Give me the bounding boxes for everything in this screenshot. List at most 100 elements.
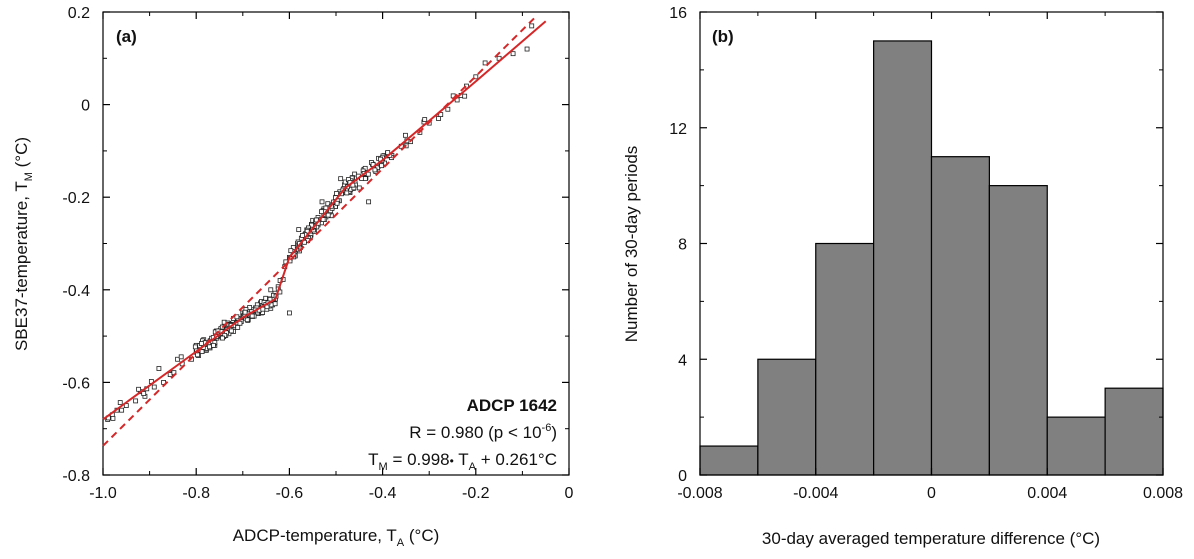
histogram-bar <box>815 242 875 476</box>
panel-a-label: (a) <box>116 27 137 46</box>
scatter-point <box>436 116 441 121</box>
eq-mid: = 0.998 <box>388 450 450 469</box>
scatter-point <box>462 93 468 99</box>
scatter-point <box>199 341 204 346</box>
x-tick-label: -0.8 <box>182 485 210 502</box>
scatter-point <box>344 190 350 196</box>
panel-a-x-ticks: -1.0 -0.8 -0.6 -0.4 -0.2 0 <box>89 12 574 502</box>
scatter-point <box>290 245 296 250</box>
panel-a-x-axis-label-unit: (°C) <box>404 526 439 545</box>
panel-a-scatter-plot: -1.0 -0.8 -0.6 -0.4 -0.2 0 -0.8-0.6-0.4-0.200… <box>12 5 574 549</box>
scatter-point <box>445 106 451 112</box>
panel-a-x-axis-label-sub: A <box>397 537 405 549</box>
scatter-point <box>379 163 384 169</box>
x-tick-label: -0.004 <box>793 485 838 502</box>
scatter-point <box>207 344 212 350</box>
scatter-point <box>235 324 241 330</box>
scatter-point <box>325 212 331 218</box>
scatter-point <box>320 217 326 222</box>
scatter-point <box>175 356 180 362</box>
y-tick-label: -0.2 <box>62 190 90 207</box>
eq-tm-sub: M <box>379 461 388 473</box>
scatter-point <box>385 150 391 155</box>
annotation-correlation-exponent: -6 <box>542 422 552 434</box>
scatter-point <box>192 344 198 350</box>
scatter-point <box>362 176 368 182</box>
panel-a-lines <box>102 15 547 447</box>
regression-line <box>102 15 538 447</box>
scatter-point <box>272 301 278 307</box>
panel-a-y-ticks: -0.8 -0.6 -0.4 -0.2 0 0.2 <box>62 5 569 485</box>
scatter-point <box>319 199 325 205</box>
scatter-point <box>136 386 141 392</box>
panel-b-y-ticks: 0 4 8 12 16 <box>669 5 1163 485</box>
scatter-point <box>482 60 488 66</box>
scatter-point <box>309 222 314 228</box>
scatter-point <box>211 342 216 348</box>
scatter-point <box>119 407 125 413</box>
panel-b-label: (b) <box>712 27 734 46</box>
y-tick-label: 8 <box>678 237 687 254</box>
x-tick-label: -1.0 <box>89 485 117 502</box>
annotation-correlation: R = 0.980 (p < 10-6) <box>409 422 557 442</box>
y-tick-label: 12 <box>669 121 687 138</box>
scatter-point <box>510 51 516 57</box>
eq-ta-sub: A <box>469 461 477 473</box>
panel-a-y-axis-label-unit: (°C) <box>12 137 31 172</box>
y-tick-label: 4 <box>678 352 687 369</box>
scatter-point <box>110 415 116 421</box>
x-tick-label: 0 <box>927 485 936 502</box>
scatter-point <box>133 398 139 404</box>
scatter-point <box>242 309 248 315</box>
panel-a-x-axis-label-main: ADCP-temperature, T <box>233 526 397 545</box>
scatter-point <box>156 366 162 371</box>
y-tick-label: 0.2 <box>68 5 90 22</box>
eq-ta: T <box>454 450 469 469</box>
histogram-bar <box>988 185 1048 476</box>
scatter-point <box>288 248 294 254</box>
scatter-point <box>244 317 250 323</box>
scatter-point <box>117 400 123 405</box>
scatter-point <box>234 314 240 320</box>
x-tick-label: -0.008 <box>677 485 722 502</box>
panel-a-y-axis-label-sub: M <box>23 172 35 181</box>
annotation-correlation-close: ) <box>551 423 557 442</box>
eq-tm: T <box>368 450 378 469</box>
histogram-bar <box>699 445 759 476</box>
panel-a-y-axis-label-main: SBE37-temperature, T <box>12 181 31 351</box>
annotation-correlation-text: R = 0.980 (p < 10 <box>409 423 541 442</box>
scatter-point <box>366 199 372 205</box>
scatter-point <box>300 233 305 238</box>
x-tick-label: -0.2 <box>462 485 490 502</box>
y-tick-label: -0.4 <box>62 283 90 300</box>
scatter-point <box>473 74 479 80</box>
scatter-point <box>249 313 255 319</box>
eq-end: + 0.261°C <box>476 450 557 469</box>
panel-b-histogram: -0.008 -0.004 0 0.004 0.008 0 4 8 12 16 (b) 30-d… <box>622 5 1183 548</box>
scatter-point <box>372 167 378 173</box>
y-tick-label: 0 <box>81 98 90 115</box>
scatter-point <box>220 335 225 341</box>
scatter-point <box>524 46 530 52</box>
histogram-bar <box>1104 387 1164 476</box>
histogram-bar <box>873 40 933 476</box>
panel-b-x-ticks: -0.008 -0.004 0 0.004 0.008 <box>677 12 1183 502</box>
y-tick-label: 16 <box>669 5 687 22</box>
y-tick-label: -0.6 <box>62 375 90 392</box>
histogram-bar <box>1046 416 1106 476</box>
y-tick-label: -0.8 <box>62 468 90 485</box>
scatter-point <box>334 200 340 206</box>
scatter-point <box>151 384 157 390</box>
scatter-point <box>296 227 302 233</box>
histogram-bar <box>930 156 990 476</box>
annotation-title: ADCP 1642 <box>467 396 557 415</box>
scatter-point <box>319 209 324 215</box>
scatter-point <box>422 117 428 122</box>
panel-b-x-axis-label: 30-day averaged temperature difference (… <box>762 529 1100 548</box>
y-tick-label: 0 <box>678 468 687 485</box>
x-tick-label: -0.6 <box>276 485 304 502</box>
x-tick-label: -0.4 <box>369 485 397 502</box>
scatter-point <box>356 185 362 191</box>
panel-b-y-axis-label: Number of 30-day periods <box>622 146 641 343</box>
scatter-point <box>263 295 269 301</box>
